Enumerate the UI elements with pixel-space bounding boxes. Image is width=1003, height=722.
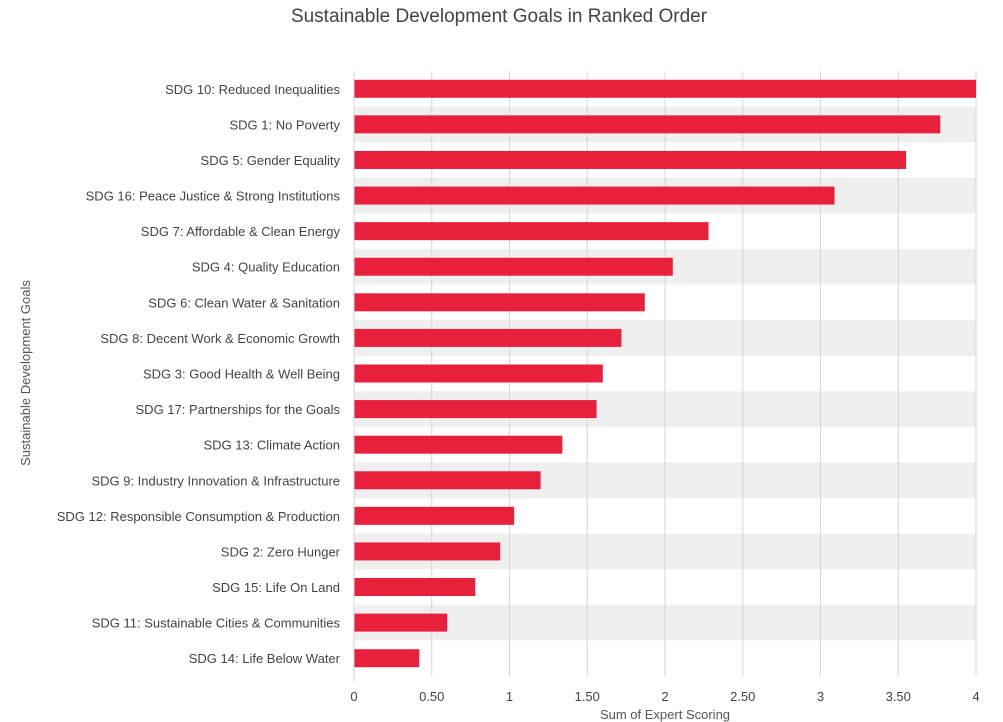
bars <box>354 79 976 668</box>
category-label: SDG 2: Zero Hunger <box>221 544 341 559</box>
bar <box>354 222 709 241</box>
category-label: SDG 14: Life Below Water <box>189 651 341 666</box>
bar <box>354 186 835 205</box>
bar <box>354 293 645 312</box>
category-label: SDG 17: Partnerships for the Goals <box>136 402 341 417</box>
x-tick-label: 2 <box>661 689 668 704</box>
category-label: SDG 3: Good Health & Well Being <box>143 367 340 382</box>
x-tick-label: 2.50 <box>730 689 755 704</box>
bar <box>354 471 541 490</box>
chart-title: Sustainable Development Goals in Ranked … <box>291 6 708 27</box>
bar <box>354 578 476 597</box>
x-tick-labels: 0 0.50 1 1.50 2 2.50 3 3.50 4 <box>350 689 979 704</box>
category-label: SDG 16: Peace Justice & Strong Instituti… <box>86 189 341 204</box>
category-labels: SDG 10: Reduced Inequalities SDG 1: No Po… <box>57 82 341 666</box>
bar <box>354 115 941 134</box>
category-label: SDG 15: Life On Land <box>212 580 340 595</box>
x-tick-label: 4 <box>972 689 979 704</box>
bar <box>354 613 448 632</box>
bar <box>354 257 673 276</box>
x-tick-label: 0.50 <box>419 689 444 704</box>
bar <box>354 400 597 419</box>
x-tick-label: 3.50 <box>886 689 911 704</box>
y-axis-title: Sustainable Development Goals <box>18 280 33 466</box>
x-axis-title: Sum of Expert Scoring <box>600 707 730 722</box>
x-tick-label: 1.50 <box>575 689 600 704</box>
bar <box>354 328 622 347</box>
category-label: SDG 5: Gender Equality <box>201 153 341 168</box>
category-label: SDG 7: Affordable & Clean Energy <box>141 224 341 239</box>
category-label: SDG 6: Clean Water & Sanitation <box>148 295 340 310</box>
bar <box>354 364 603 383</box>
bar <box>354 649 420 668</box>
category-label: SDG 12: Responsible Consumption & Produc… <box>57 509 340 524</box>
category-label: SDG 1: No Poverty <box>229 117 340 132</box>
category-label: SDG 11: Sustainable Cities & Communities <box>92 616 341 631</box>
x-tick-label: 0 <box>350 689 357 704</box>
bar <box>354 542 501 561</box>
x-tick-label: 1 <box>506 689 513 704</box>
category-label: SDG 9: Industry Innovation & Infrastruct… <box>91 473 340 488</box>
category-label: SDG 10: Reduced Inequalities <box>165 82 340 97</box>
x-tick-label: 3 <box>817 689 824 704</box>
category-label: SDG 13: Climate Action <box>203 438 340 453</box>
bar <box>354 150 907 169</box>
category-label: SDG 8: Decent Work & Economic Growth <box>100 331 340 346</box>
bar <box>354 435 563 454</box>
bar <box>354 79 976 98</box>
bar <box>354 506 515 525</box>
category-label: SDG 4: Quality Education <box>192 260 340 275</box>
